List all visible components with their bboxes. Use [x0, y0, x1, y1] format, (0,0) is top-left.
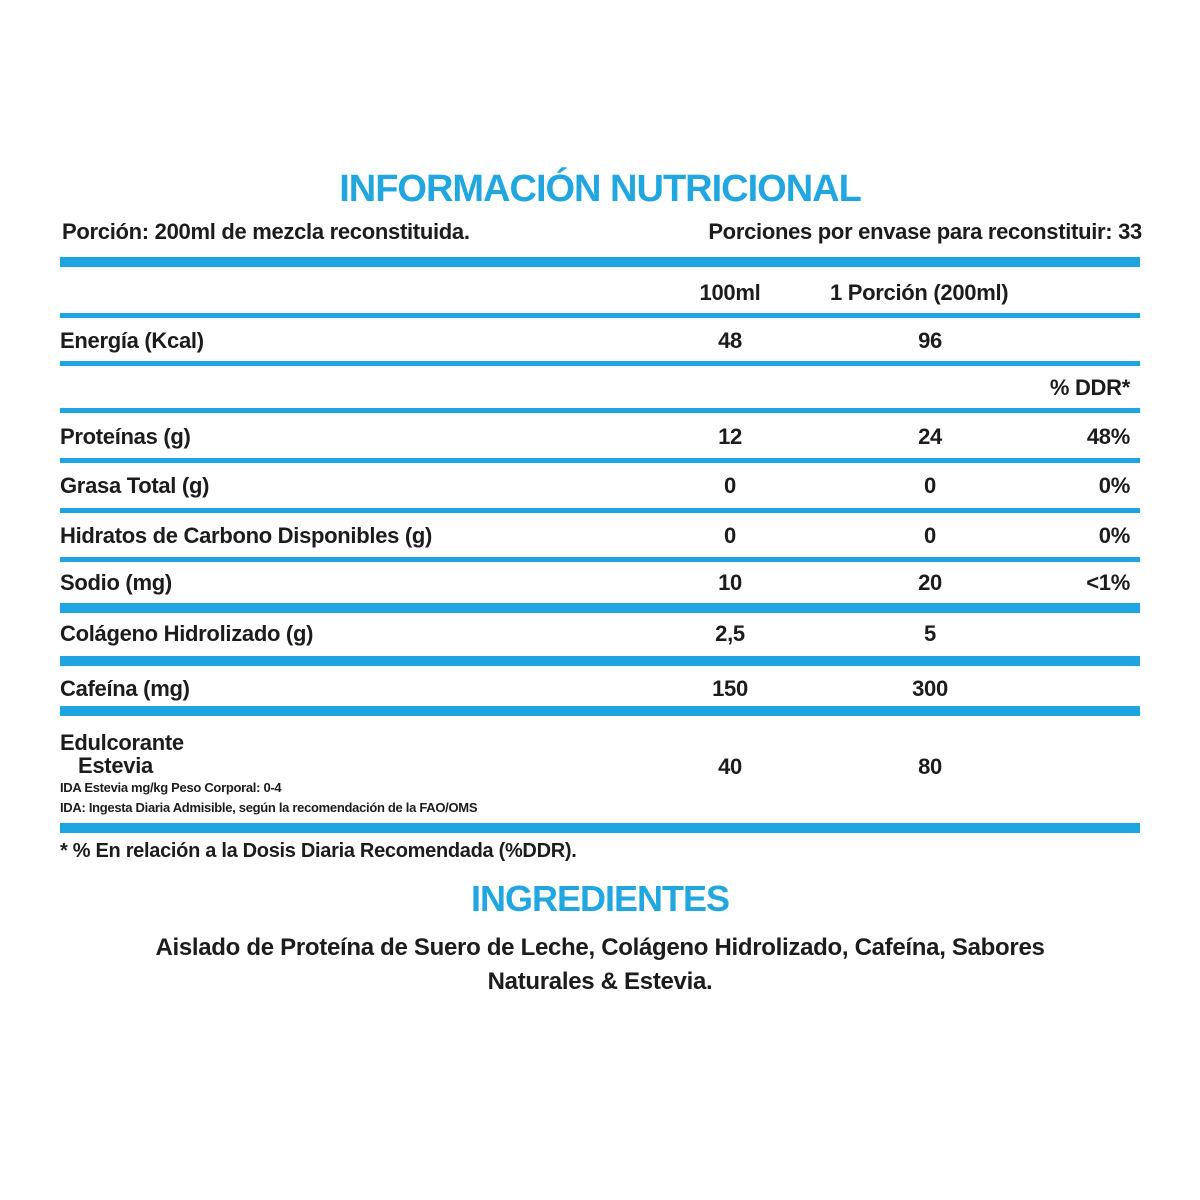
divider — [60, 408, 1140, 413]
row-label: Energía (Kcal) — [60, 328, 204, 353]
divider — [60, 361, 1140, 366]
divider — [60, 313, 1140, 318]
row-label: Proteínas (g) — [60, 424, 191, 449]
row-value-portion: 0 — [924, 523, 936, 548]
column-header-ddr: % DDR* — [1049, 375, 1130, 400]
servings-per-container: Porciones por envase para reconstituir: … — [708, 219, 1142, 244]
row-value-ddr: 48% — [1086, 424, 1130, 449]
row-value-100ml: 10 — [718, 570, 742, 595]
row-label: Edulcorante — [60, 730, 184, 755]
divider — [60, 508, 1140, 513]
row-value-ddr: 0% — [1098, 473, 1131, 498]
row-value-ddr: 0% — [1098, 523, 1131, 548]
column-header-portion: 1 Porción (200ml) — [830, 280, 1009, 305]
row-label-sub: Estevia — [78, 753, 153, 778]
divider — [60, 656, 1140, 666]
row-value-portion: 96 — [918, 328, 942, 353]
divider — [60, 706, 1140, 716]
row-value-portion: 80 — [918, 754, 942, 779]
ingredients-text-line2: Naturales & Estevia. — [487, 968, 713, 995]
divider — [60, 603, 1140, 613]
row-value-portion: 0 — [924, 473, 936, 498]
row-value-100ml: 2,5 — [715, 621, 745, 646]
ingredients-text-line1: Aislado de Proteína de Suero de Leche, C… — [155, 934, 1045, 961]
divider — [60, 257, 1140, 267]
row-value-portion: 300 — [912, 676, 948, 701]
divider — [60, 458, 1140, 463]
footnote: * % En relación a la Dosis Diaria Recome… — [60, 840, 577, 862]
row-value-portion: 5 — [924, 621, 936, 646]
row-value-ddr: <1% — [1086, 570, 1130, 595]
divider — [60, 823, 1140, 833]
column-header-100ml: 100ml — [699, 280, 761, 305]
row-value-100ml: 12 — [718, 424, 742, 449]
row-value-100ml: 150 — [712, 676, 748, 701]
divider — [60, 557, 1140, 562]
row-value-portion: 20 — [918, 570, 942, 595]
page-title: INFORMACIÓN NUTRICIONAL — [339, 168, 862, 210]
row-value-100ml: 0 — [724, 473, 736, 498]
row-label: Colágeno Hidrolizado (g) — [60, 621, 314, 646]
ida-note: IDA Estevia mg/kg Peso Corporal: 0-4 — [60, 780, 282, 795]
row-value-100ml: 48 — [718, 328, 742, 353]
row-label: Hidratos de Carbono Disponibles (g) — [60, 523, 433, 548]
row-value-100ml: 40 — [718, 754, 742, 779]
row-label: Cafeína (mg) — [60, 676, 190, 701]
ingredients-title: INGREDIENTES — [470, 878, 730, 919]
row-value-portion: 24 — [918, 424, 942, 449]
serving-size: Porción: 200ml de mezcla reconstituida. — [62, 219, 470, 244]
row-label: Grasa Total (g) — [60, 473, 210, 498]
row-value-100ml: 0 — [724, 523, 736, 548]
row-label: Sodio (mg) — [60, 570, 172, 595]
ida-definition: IDA: Ingesta Diaria Admisible, según la … — [60, 800, 478, 815]
